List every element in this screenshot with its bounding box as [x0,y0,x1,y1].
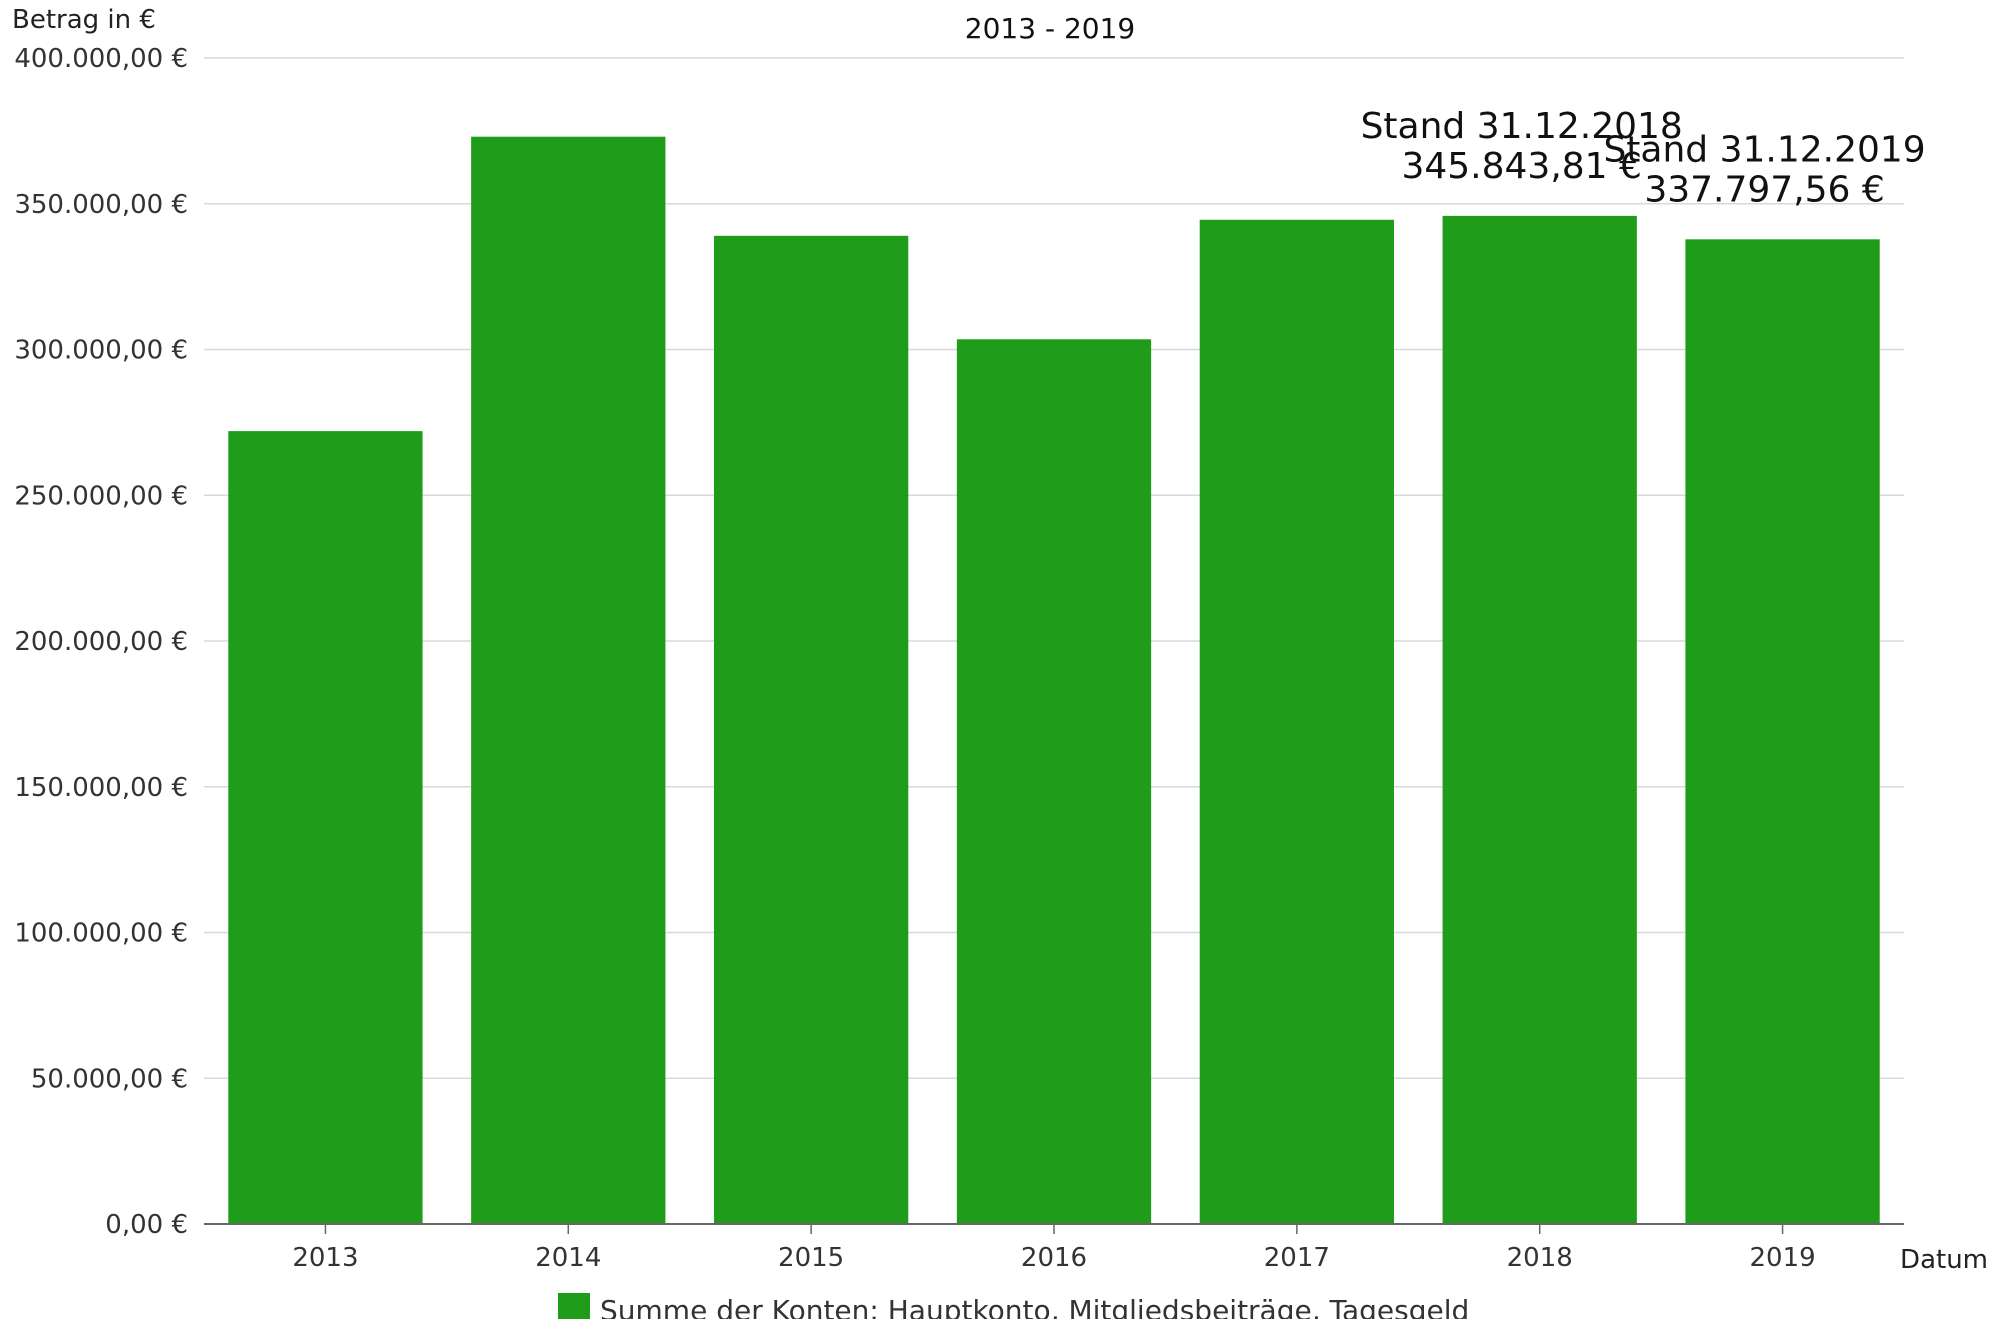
x-tick-label: 2014 [535,1243,601,1273]
y-tick-label: 100.000,00 € [14,919,188,949]
x-tick-label: 2013 [292,1243,358,1273]
x-tick-label: 2019 [1749,1243,1815,1273]
x-axis-tick-labels: 2013 2014 2015 2016 2017 2018 2019 [292,1243,1815,1273]
bars [228,136,1880,1225]
bar-2015 [714,235,909,1224]
x-axis-ticks [324,1224,1784,1234]
x-tick-label: 2018 [1507,1243,1573,1273]
y-axis-title: Betrag in € [12,5,156,35]
y-tick-label: 200.000,00 € [14,627,188,657]
x-tick-label: 2015 [778,1243,844,1273]
legend-label: Summe der Konten: Hauptkonto, Mitgliedsb… [600,1294,1469,1319]
annotation-line1: Stand 31.12.2018 [1361,106,1683,147]
legend-swatch [558,1293,590,1319]
y-tick-label: 350.000,00 € [14,190,188,220]
y-tick-label: 250.000,00 € [14,481,188,511]
annotation-line2: 337.797,56 € [1644,169,1884,210]
legend: Summe der Konten: Hauptkonto, Mitgliedsb… [558,1293,1469,1319]
annotation-line1: Stand 31.12.2019 [1603,129,1925,170]
x-tick-label: 2017 [1264,1243,1330,1273]
y-tick-label: 300.000,00 € [14,336,188,366]
y-tick-label: 0,00 € [105,1210,188,1240]
bar-2019 [1685,239,1880,1224]
y-axis-tick-labels: 0,00 € 50.000,00 € 100.000,00 € 150.000,00 … [14,44,188,1240]
x-tick-label: 2016 [1021,1243,1087,1273]
annotation-line2: 345.843,81 € [1401,146,1641,187]
y-tick-label: 400.000,00 € [14,44,188,74]
bar-2017 [1199,219,1394,1225]
y-tick-label: 50.000,00 € [31,1064,188,1094]
chart-title: 2013 - 2019 [965,12,1135,45]
bar-2018 [1442,215,1637,1224]
y-tick-label: 150.000,00 € [14,773,188,803]
x-axis-title: Datum [1900,1245,1988,1275]
bar-2013 [228,431,423,1224]
bar-2014 [471,136,666,1225]
bar-2016 [956,339,1152,1224]
